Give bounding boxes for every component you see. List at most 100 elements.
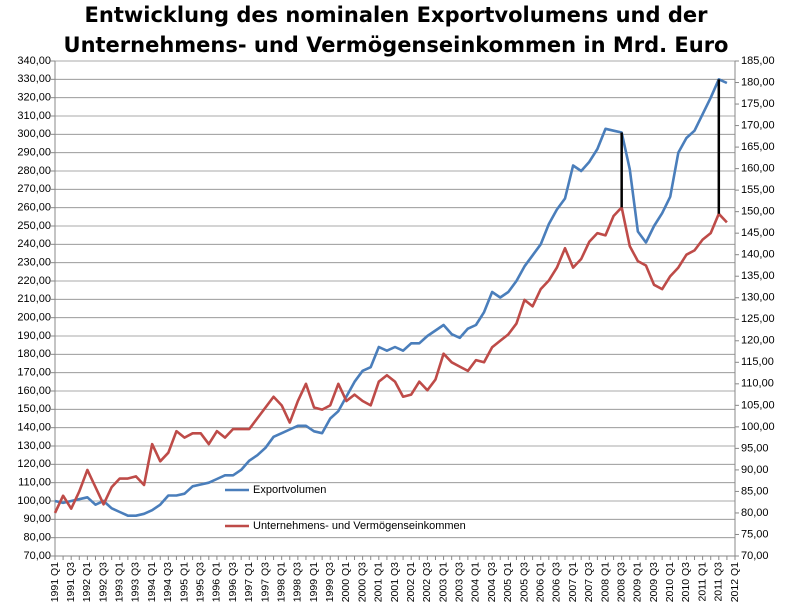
x-tick-label: 1994 Q1 [146, 562, 158, 602]
y2-tick-label: 100,00 [741, 421, 775, 433]
x-tick-label: 2000 Q3 [356, 562, 368, 602]
y-tick-label: 270,00 [17, 183, 51, 195]
y-tick-label: 200,00 [17, 312, 51, 324]
x-tick-label: 2008 Q1 [599, 562, 611, 602]
chart-title: Entwicklung des nominalen Exportvolumens… [85, 3, 709, 27]
x-tick-label: 1997 Q3 [259, 562, 271, 602]
x-tick-label: 2003 Q3 [454, 562, 466, 602]
x-tick-label: 1998 Q1 [275, 562, 287, 602]
y-tick-label: 80,00 [23, 532, 51, 544]
y2-tick-label: 85,00 [741, 485, 769, 497]
y-tick-label: 190,00 [17, 330, 51, 342]
x-tick-label: 1994 Q3 [162, 562, 174, 602]
x-tick-label: 2009 Q3 [648, 562, 660, 602]
x-tick-label: 1992 Q1 [81, 562, 93, 602]
y-tick-label: 230,00 [17, 257, 51, 269]
y-tick-label: 170,00 [17, 367, 51, 379]
x-tick-label: 1998 Q3 [292, 562, 304, 602]
y2-tick-label: 130,00 [741, 292, 775, 304]
x-tick-label: 2008 Q3 [615, 562, 627, 602]
y-tick-label: 280,00 [17, 165, 51, 177]
y2-tick-label: 105,00 [741, 399, 775, 411]
y-tick-label: 320,00 [17, 92, 51, 104]
y2-tick-label: 70,00 [741, 550, 769, 562]
y-tick-label: 90,00 [23, 513, 51, 525]
y-tick-label: 330,00 [17, 73, 51, 85]
x-tick-label: 2005 Q1 [502, 562, 514, 602]
y-tick-label: 340,00 [17, 55, 51, 67]
y-tick-label: 260,00 [17, 202, 51, 214]
y2-tick-label: 165,00 [741, 141, 775, 153]
x-tick-label: 1999 Q3 [324, 562, 336, 602]
y-tick-label: 150,00 [17, 403, 51, 415]
x-tick-label: 2001 Q3 [389, 562, 401, 602]
y2-tick-label: 110,00 [741, 378, 774, 390]
x-tick-label: 2011 Q3 [713, 562, 725, 602]
y2-tick-label: 125,00 [741, 313, 775, 325]
chart-title: Unternehmens- und Vermögenseinkommen in … [64, 33, 729, 57]
x-tick-label: 1999 Q1 [308, 562, 320, 602]
x-tick-label: 2011 Q1 [696, 562, 708, 602]
x-tick-label: 2009 Q1 [632, 562, 644, 602]
series-line [53, 206, 728, 514]
x-tick-label: 1991 Q1 [49, 562, 61, 602]
y2-tick-label: 80,00 [741, 507, 769, 519]
y-tick-label: 210,00 [17, 293, 51, 305]
y2-tick-label: 120,00 [741, 335, 775, 347]
x-tick-label: 1996 Q1 [211, 562, 223, 602]
y2-tick-label: 155,00 [741, 184, 775, 196]
x-tick-label: 1993 Q1 [114, 562, 126, 602]
x-tick-label: 2002 Q3 [421, 562, 433, 602]
x-tick-label: 2003 Q1 [437, 562, 449, 602]
x-tick-label: 2007 Q1 [567, 562, 579, 602]
y-tick-label: 240,00 [17, 238, 51, 250]
x-tick-label: 1991 Q3 [65, 562, 77, 602]
x-tick-label: 2004 Q1 [470, 562, 482, 602]
x-tick-label: 2007 Q3 [583, 562, 595, 602]
x-tick-label: 2012 Q1 [729, 562, 741, 602]
legend-label: Exportvolumen [253, 484, 326, 496]
y2-tick-label: 135,00 [741, 270, 775, 282]
series-line [54, 78, 728, 517]
y2-tick-label: 140,00 [741, 249, 775, 261]
y-tick-label: 180,00 [17, 348, 51, 360]
x-tick-label: 1992 Q3 [97, 562, 109, 602]
x-tick-label: 1995 Q3 [194, 562, 206, 602]
x-tick-label: 2006 Q3 [551, 562, 563, 602]
y-tick-label: 310,00 [17, 110, 51, 122]
x-tick-label: 1993 Q3 [130, 562, 142, 602]
x-tick-label: 2006 Q1 [534, 562, 546, 602]
y2-tick-label: 175,00 [741, 98, 775, 110]
x-tick-label: 1995 Q1 [178, 562, 190, 602]
y-tick-label: 160,00 [17, 385, 51, 397]
y2-tick-label: 150,00 [741, 206, 775, 218]
y-tick-label: 70,00 [23, 550, 51, 562]
x-tick-label: 2000 Q1 [340, 562, 352, 602]
y-tick-label: 130,00 [17, 440, 51, 452]
y2-tick-label: 75,00 [741, 528, 769, 540]
y-tick-label: 110,00 [18, 477, 51, 489]
y-tick-label: 290,00 [17, 147, 51, 159]
x-tick-label: 2005 Q3 [518, 562, 530, 602]
legend-label: Unternehmens- und Vermögenseinkommen [253, 520, 466, 532]
x-tick-label: 2010 Q1 [664, 562, 676, 602]
x-tick-label: 1997 Q1 [243, 562, 255, 602]
y-tick-label: 250,00 [17, 220, 51, 232]
y2-tick-label: 145,00 [741, 227, 775, 239]
x-tick-label: 2004 Q3 [486, 562, 498, 602]
y2-tick-label: 90,00 [741, 464, 769, 476]
x-tick-label: 2002 Q1 [405, 562, 417, 602]
y2-tick-label: 115,00 [741, 356, 774, 368]
y-tick-label: 120,00 [17, 458, 51, 470]
x-tick-label: 1996 Q3 [227, 562, 239, 602]
y-tick-label: 300,00 [17, 128, 51, 140]
y-tick-label: 220,00 [17, 275, 51, 287]
y2-tick-label: 160,00 [741, 163, 775, 175]
y2-tick-label: 170,00 [741, 119, 775, 131]
y-tick-label: 100,00 [17, 495, 51, 507]
y2-tick-label: 180,00 [741, 76, 775, 88]
x-tick-label: 2010 Q3 [680, 562, 692, 602]
